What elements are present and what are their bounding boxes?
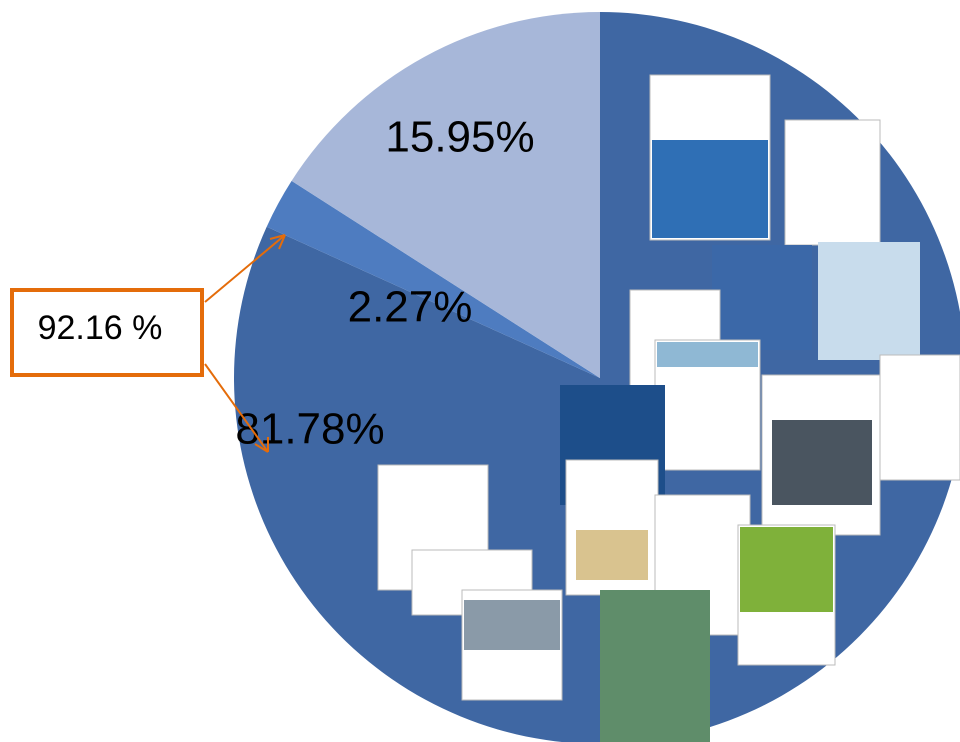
- document-photo: [657, 342, 758, 367]
- document-photo: [464, 600, 560, 650]
- value-label: 2.27%: [348, 283, 473, 332]
- chart: 81.78%2.27%15.95% 92.16 %: [0, 0, 960, 742]
- document-cover-art: [576, 530, 648, 580]
- document-photo: [772, 420, 872, 505]
- document-cover-art: [652, 140, 768, 238]
- page: {"chart_data": {"type": "pie", "values":…: [0, 0, 960, 742]
- annotation: 92.16 %: [38, 309, 163, 347]
- document-thumbnail: [785, 120, 880, 245]
- document-thumbnail: [600, 590, 710, 742]
- document-thumbnail: [818, 242, 920, 360]
- document-thumbnail: [880, 355, 960, 480]
- document-thumbnail: [712, 245, 812, 350]
- document-cover-art: [740, 527, 833, 612]
- value-label: 15.95%: [385, 113, 534, 162]
